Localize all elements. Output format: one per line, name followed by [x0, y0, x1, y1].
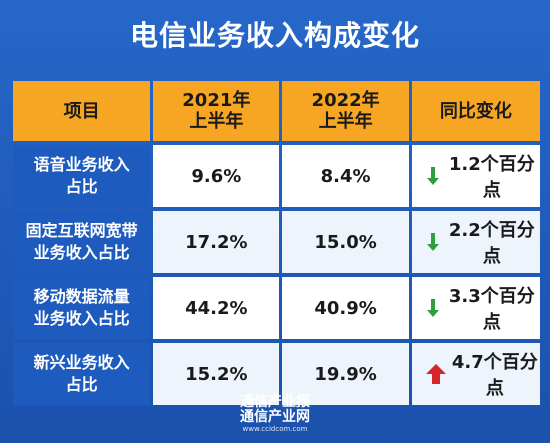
change-cell: 1.2个百分点 — [411, 145, 540, 207]
footer-url: www.ccidcom.com — [242, 425, 308, 433]
change-value: 4.7个百分点 — [451, 352, 538, 399]
row-label: 移动数据流量 业务收入占比 — [13, 277, 151, 339]
page-title: 电信业务收入构成变化 — [129, 19, 420, 52]
arrow-down-icon — [426, 233, 440, 251]
table-row: 新兴业务收入 占比 15.2% 19.9% 4.7个百分点 — [13, 343, 540, 405]
table-header-row: 项目 2021年 上半年 2022年 上半年 同比变化 — [13, 81, 540, 141]
footer-brand-line1: 通信产业报 — [240, 394, 310, 410]
header-2022h1: 2022年 上半年 — [282, 81, 409, 141]
arrow-down-icon — [426, 167, 440, 185]
header-2021h1: 2021年 上半年 — [153, 81, 280, 141]
footer-logo: 通信产业报 通信产业网 www.ccidcom.com — [0, 395, 550, 434]
table-row: 语音业务收入 占比 9.6% 8.4% 1.2个百分点 — [13, 145, 540, 207]
table-row: 固定互联网宽带 业务收入占比 17.2% 15.0% 2.2个百分点 — [13, 211, 540, 273]
footer-brand-line2: 通信产业网 — [240, 409, 310, 425]
row-label: 固定互联网宽带 业务收入占比 — [13, 211, 151, 273]
data-table: 项目 2021年 上半年 2022年 上半年 同比变化 语音业务收入 占比 9.6% … — [13, 81, 540, 409]
arrow-down-icon — [426, 299, 440, 317]
change-cell: 2.2个百分点 — [411, 211, 540, 273]
value-2022: 19.9% — [282, 343, 409, 405]
value-2021: 44.2% — [153, 277, 280, 339]
table-row: 移动数据流量 业务收入占比 44.2% 40.9% 3.3个百分点 — [13, 277, 540, 339]
value-2022: 8.4% — [282, 145, 409, 207]
value-2022: 40.9% — [282, 277, 409, 339]
change-value: 2.2个百分点 — [448, 220, 535, 267]
value-2021: 9.6% — [153, 145, 280, 207]
header-yoy-change: 同比变化 — [411, 81, 540, 141]
header-item: 项目 — [13, 81, 151, 141]
change-cell: 4.7个百分点 — [411, 343, 540, 405]
row-label: 语音业务收入 占比 — [13, 145, 151, 207]
change-value: 3.3个百分点 — [448, 286, 535, 333]
change-cell: 3.3个百分点 — [411, 277, 540, 339]
row-label: 新兴业务收入 占比 — [13, 343, 151, 405]
value-2022: 15.0% — [282, 211, 409, 273]
value-2021: 17.2% — [153, 211, 280, 273]
change-value: 1.2个百分点 — [448, 154, 535, 201]
arrow-up-icon — [425, 364, 446, 384]
value-2021: 15.2% — [153, 343, 280, 405]
